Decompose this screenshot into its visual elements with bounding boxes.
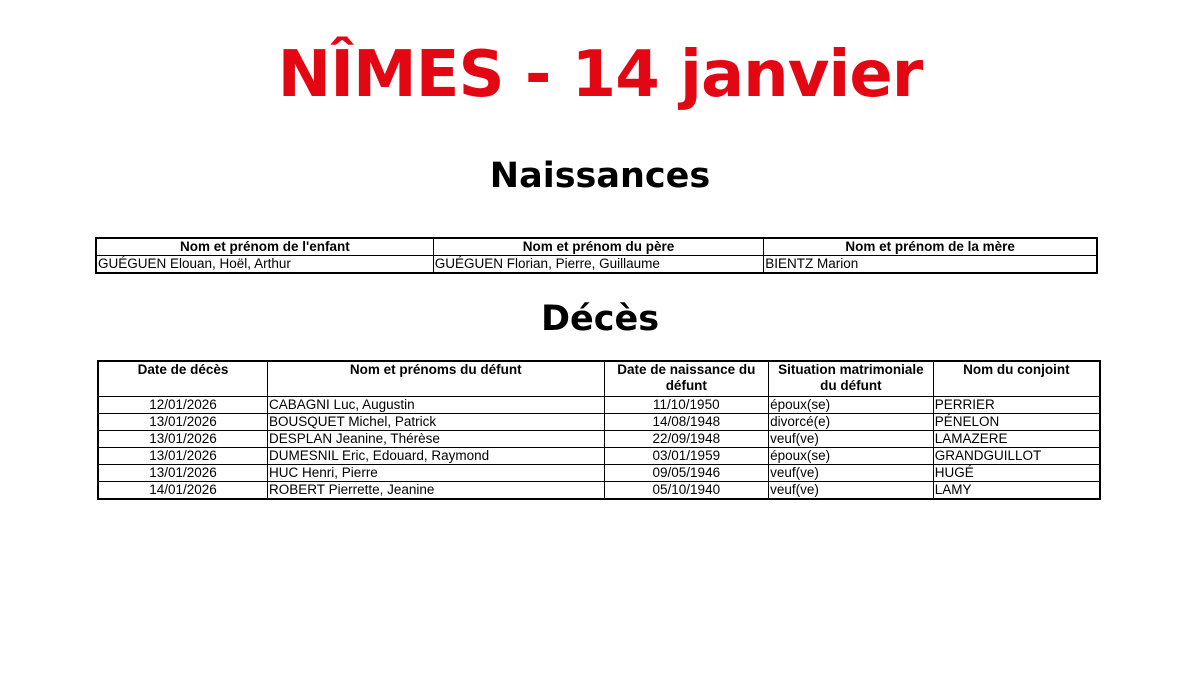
spouse-name: PÉNELON: [932, 413, 1101, 431]
deceased-name: ROBERT Pierrette, Jeanine: [267, 481, 605, 500]
table-row: 13/01/2026 DUMESNIL Eric, Edouard, Raymon…: [97, 447, 1101, 465]
column-header: Nom et prénom du père: [432, 237, 765, 256]
spouse-name: LAMY: [932, 481, 1101, 500]
deceased-name: CABAGNI Luc, Augustin: [267, 396, 605, 414]
table-row: 13/01/2026 DESPLAN Jeanine, Thérèse 22/09/…: [97, 430, 1101, 448]
death-date: 13/01/2026: [97, 447, 269, 465]
birth-date: 22/09/1948: [603, 430, 770, 448]
column-header: Nom et prénom de la mère: [763, 237, 1098, 256]
death-date: 14/01/2026: [97, 481, 269, 500]
deceased-name: HUC Henri, Pierre: [267, 464, 605, 482]
page-title: NÎMES - 14 janvier: [277, 38, 924, 112]
birth-date: 05/10/1940: [603, 481, 770, 500]
spouse-name: HUGÉ: [932, 464, 1101, 482]
birth-date: 11/10/1950: [603, 396, 770, 414]
spouse-name: LAMAZERE: [932, 430, 1101, 448]
child-name: GUÉGUEN Elouan, Hoël, Arthur: [95, 255, 434, 274]
column-header: Nom et prénom de l'enfant: [95, 237, 434, 256]
death-date: 13/01/2026: [97, 413, 269, 431]
spouse-name: GRANDGUILLOT: [932, 447, 1101, 465]
births-heading: Naissances: [489, 156, 711, 196]
column-header: Nom du conjoint: [932, 360, 1101, 397]
table-row: 13/01/2026 HUC Henri, Pierre 09/05/1946 veu…: [97, 464, 1101, 482]
deceased-name: DESPLAN Jeanine, Thérèse: [267, 430, 605, 448]
birth-date: 14/08/1948: [603, 413, 770, 431]
death-date: 12/01/2026: [97, 396, 269, 414]
table-row: 14/01/2026 ROBERT Pierrette, Jeanine 05/10…: [97, 481, 1101, 500]
table-row: 13/01/2026 BOUSQUET Michel, Patrick 14/08/…: [97, 413, 1101, 431]
father-name: GUÉGUEN Florian, Pierre, Guillaume: [432, 255, 765, 274]
table-row: GUÉGUEN Elouan, Hoël, Arthur GUÉGUEN Flo…: [95, 255, 1098, 274]
deaths-heading: Décès: [540, 299, 660, 339]
birth-date: 09/05/1946: [603, 464, 770, 482]
table-row: 12/01/2026 CABAGNI Luc, Augustin 11/10/195…: [97, 396, 1101, 414]
deceased-name: DUMESNIL Eric, Edouard, Raymond: [267, 447, 605, 465]
column-header: Date de décès: [97, 360, 269, 397]
mother-name: BIENTZ Marion: [763, 255, 1098, 274]
column-header: Date de naissance du défunt: [603, 360, 770, 397]
marital-status: veuf(ve): [768, 481, 934, 500]
marital-status: veuf(ve): [768, 430, 934, 448]
marital-status: veuf(ve): [768, 464, 934, 482]
deaths-table: Date de décès Nom et prénoms du défunt D…: [97, 360, 1101, 500]
marital-status: divorcé(e): [768, 413, 934, 431]
birth-date: 03/01/1959: [603, 447, 770, 465]
marital-status: époux(se): [768, 396, 934, 414]
column-header: Situation matrimoniale du défunt: [768, 360, 934, 397]
column-header: Nom et prénoms du défunt: [267, 360, 605, 397]
deceased-name: BOUSQUET Michel, Patrick: [267, 413, 605, 431]
death-date: 13/01/2026: [97, 430, 269, 448]
death-date: 13/01/2026: [97, 464, 269, 482]
spouse-name: PERRIER: [932, 396, 1101, 414]
births-table: Nom et prénom de l'enfant Nom et prénom …: [95, 237, 1098, 274]
marital-status: époux(se): [768, 447, 934, 465]
